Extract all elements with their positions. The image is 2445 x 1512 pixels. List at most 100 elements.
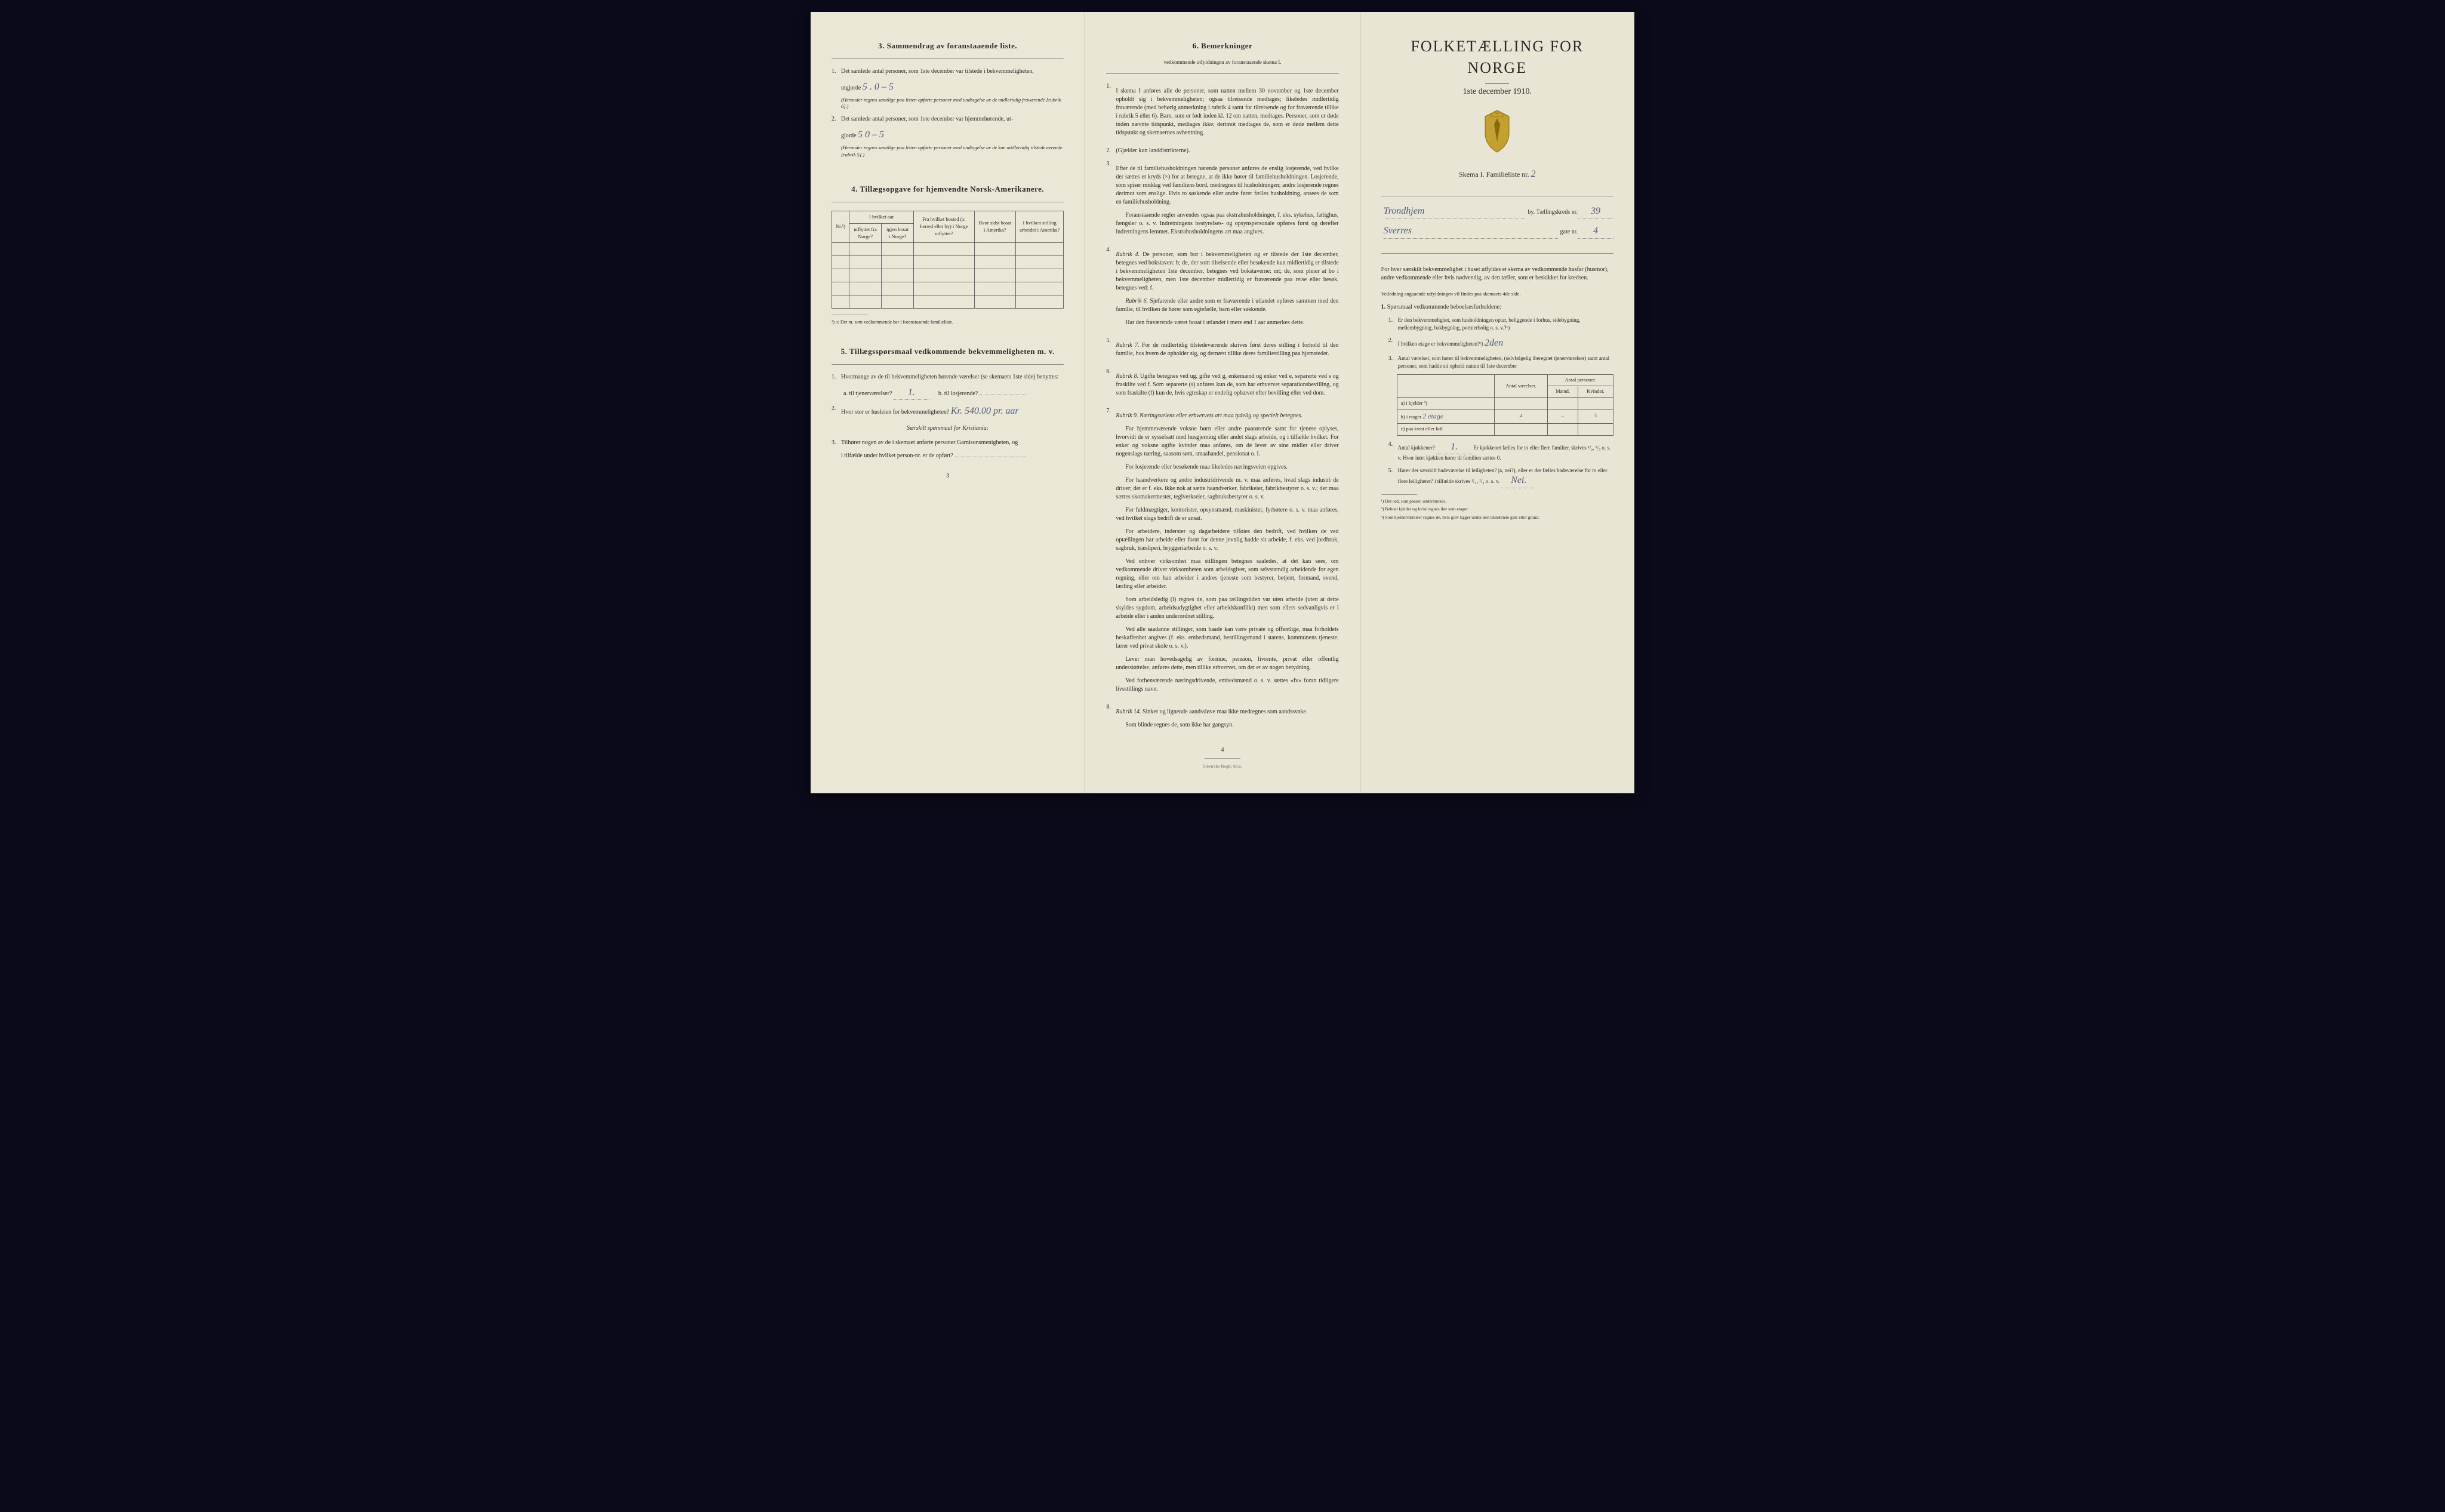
- para: Efter de til familiehusholdningen hørend…: [1116, 165, 1338, 207]
- para: For fuldmægtiger, kontorister, opsynsmæn…: [1116, 506, 1338, 523]
- item-2-fill: gjorde 5 0 – 5: [841, 128, 1064, 141]
- item-num: 2.: [832, 405, 841, 418]
- q1: 1. Er den bekvemmelighet, som husholdnin…: [1388, 316, 1613, 331]
- bem-2: 2. (Gjælder kun landdistrikterne).: [1106, 147, 1338, 155]
- item-text: I hvilken etage er bekvemmeligheten?²) 2…: [1398, 337, 1613, 350]
- q5-3-cont: i tilfælde under hvilket person-nr. er d…: [841, 452, 1064, 460]
- item-text: I skema I anføres alle de personer, som …: [1116, 87, 1338, 137]
- row-label: a) i kjelder ³): [1397, 397, 1494, 409]
- rubric-label: Rubrik 7.: [1116, 342, 1139, 349]
- handwritten-value: 5 0 – 5: [858, 130, 884, 140]
- item-num: 2.: [1106, 147, 1116, 155]
- page-1-cover: FOLKETÆLLING FOR NORGE 1ste december 191…: [1360, 12, 1634, 793]
- page-number: 4: [1106, 746, 1338, 755]
- imprint: Steen'ske Bogtr. Kr.a.: [1106, 763, 1338, 770]
- table-row: b) i etager 2 etage 4 – 5: [1397, 409, 1613, 423]
- table-row: [832, 295, 1064, 309]
- item-2-note: (Herunder regnes samtlige paa listen opf…: [841, 144, 1064, 159]
- th-igjen: igjen bosat i Norge?: [882, 223, 914, 243]
- cont-text: i tilfælde under hvilket person-nr. er d…: [841, 452, 953, 459]
- title-rule: [1485, 83, 1509, 84]
- label-text: b) i etager: [1401, 414, 1421, 420]
- kreds-value: 39: [1578, 205, 1613, 218]
- footnote-2: ²) Beboet kjelder og kvist regnes ifør s…: [1381, 506, 1613, 513]
- q3: 3. Antal værelser, som hører til bekvemm…: [1388, 355, 1613, 369]
- para: Har den fraværende været bosat i utlande…: [1116, 319, 1338, 327]
- by-line: Trondhjem by. Tællingskreds nr. 39: [1381, 205, 1613, 218]
- item-num: 6.: [1106, 368, 1116, 402]
- coat-of-arms: [1381, 109, 1613, 157]
- rubric-label: Rubrik 4.: [1116, 251, 1140, 258]
- instruct-text: Veiledning angaaende utfyldningen vil fi…: [1381, 291, 1613, 298]
- item-text: Hvormange av de til bekvemmeligheten hør…: [841, 373, 1064, 381]
- item-1-fill: utgjorde 5 . 0 – 5: [841, 81, 1064, 94]
- q5: 5. Hører der særskilt badeværelse til le…: [1388, 467, 1613, 488]
- para: Som blinde regnes de, som ikke har gangs…: [1116, 721, 1338, 729]
- th-utflyttet: utflyttet fra Norge?: [849, 223, 882, 243]
- q4: 4. Antal kjøkkener? 1. Er kjøkkenet fæll…: [1388, 441, 1613, 462]
- para: Som arbeidsledig (l) regnes de, som paa …: [1116, 596, 1338, 621]
- rubric-label: Rubrik 6.: [1125, 298, 1148, 304]
- th-vaer: Antal værelser.: [1494, 375, 1547, 398]
- q-text: Hvor stor er husleien for bekvemmelighet…: [841, 409, 949, 415]
- q5-2: 2. Hvor stor er husleien for bekvemmelig…: [832, 405, 1064, 418]
- item-text: Tilhører nogen av de i skemaet anførte p…: [841, 439, 1064, 447]
- table-row: a) i kjelder ³): [1397, 397, 1613, 409]
- item-num: 3.: [1388, 355, 1398, 369]
- para: Ved alle saadanne stillinger, som baade …: [1116, 626, 1338, 651]
- husleie-value: Kr. 540.00 pr. aar: [951, 406, 1019, 416]
- rubric-label: Rubrik 8.: [1116, 373, 1138, 380]
- para: For haandverkere og andre industridriven…: [1116, 476, 1338, 501]
- bem-7: 7. Rubrik 9. Næringsveiens eller erhverv…: [1106, 407, 1338, 698]
- bem-1: 1. I skema I anføres alle de personer, s…: [1106, 82, 1338, 142]
- vaerelser-table: Antal værelser. Antal personer. Mænd. Kv…: [1397, 374, 1613, 436]
- section-5-title: Tillægsspørsmaal vedkommende bekvemmelig…: [849, 347, 1055, 356]
- item-num: 5.: [1388, 467, 1398, 488]
- table-row: [832, 256, 1064, 269]
- th-stilling: I hvilken stilling arbeidet i Amerika?: [1015, 211, 1063, 243]
- table-row: [832, 269, 1064, 282]
- item-num: 8.: [1106, 703, 1116, 734]
- para: Ved enhver virksomhet maa stillingen bet…: [1116, 558, 1338, 591]
- section-3-heading: 3. Sammendrag av foranstaaende liste.: [832, 41, 1064, 51]
- vaer-val: 4: [1494, 409, 1547, 423]
- item-text: Hører der særskilt badeværelse til leili…: [1398, 467, 1613, 488]
- q-heading: Spørsmaal vedkommende beboelsesforholden…: [1387, 304, 1501, 310]
- para-text: Ugifte betegnes ved ug, gifte ved g, enk…: [1116, 373, 1338, 396]
- item-text: Antal værelser, som hører til bekvemmeli…: [1398, 355, 1613, 369]
- by-value: Trondhjem: [1384, 205, 1526, 218]
- th-sidst: Hvor sidst bosat i Amerika?: [974, 211, 1015, 243]
- item-1: 1. Det samlede antal personer, som 1ste …: [832, 67, 1064, 76]
- para: Foranstaaende regler anvendes ogsaa paa …: [1116, 211, 1338, 236]
- q5-1-sub: a. til tjenerværelser? 1. b. til losjere…: [843, 386, 1064, 400]
- b-label: b. til losjerende?: [938, 390, 978, 397]
- by-suffix: by. Tællingskreds nr.: [1528, 208, 1578, 217]
- page-number: 3: [832, 472, 1064, 481]
- item-num: 4.: [1388, 441, 1398, 462]
- section-5-num: 5.: [841, 347, 848, 356]
- para: For arbeidere, inderster og dagarbeidere…: [1116, 528, 1338, 553]
- table-row: [832, 282, 1064, 295]
- bem-4: 4. Rubrik 4. De personer, som bor i bekv…: [1106, 246, 1338, 332]
- footnote-1: ¹) Det ord, som passer, understrekes.: [1381, 498, 1613, 505]
- kjokken-value: 1.: [1436, 441, 1472, 454]
- bem-3: 3. Efter de til familiehusholdningen hør…: [1106, 160, 1338, 241]
- q-heading-line: 1. Spørsmaal vedkommende beboelsesforhol…: [1381, 303, 1613, 312]
- item-num: 3.: [832, 439, 841, 447]
- section-6-num: 6.: [1193, 41, 1199, 50]
- rubric-label: Rubrik 14.: [1116, 709, 1141, 715]
- item-num: 2.: [1388, 337, 1398, 350]
- th-kvinder: Kvinder.: [1578, 386, 1613, 398]
- item-num: 1.: [832, 373, 841, 381]
- q-text: Antal kjøkkener?: [1398, 445, 1435, 451]
- item-text: Det samlede antal personer, som 1ste dec…: [841, 115, 1064, 124]
- subtitle: 1ste december 1910.: [1381, 86, 1613, 98]
- th-nr: Nr.¹): [832, 211, 849, 243]
- handwritten-value: 5 . 0 – 5: [863, 82, 894, 92]
- crest-icon: [1479, 109, 1515, 154]
- item-text: Antal kjøkkener? 1. Er kjøkkenet fælles …: [1398, 441, 1613, 462]
- item-num: 1.: [1106, 82, 1116, 142]
- prefix: gjorde: [841, 133, 857, 139]
- item-num: 3.: [1106, 160, 1116, 241]
- row-label: b) i etager 2 etage: [1397, 409, 1494, 423]
